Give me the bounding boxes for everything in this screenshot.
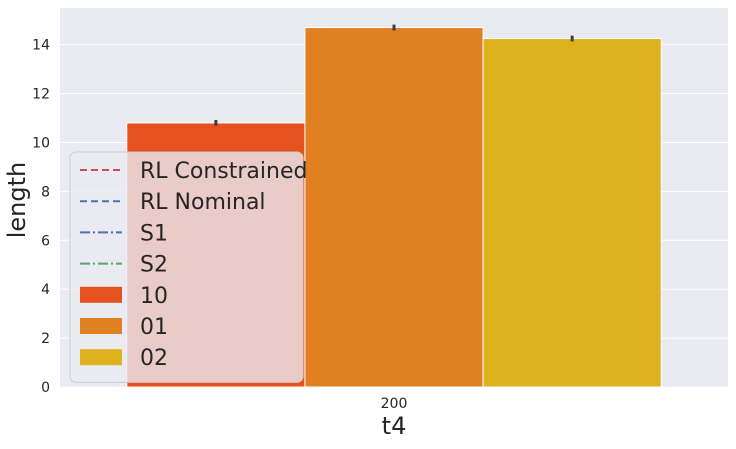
legend-color-swatch <box>80 286 122 303</box>
y-tick-label: 8 <box>41 184 50 200</box>
y-tick-label: 6 <box>41 233 50 249</box>
x-axis-label: t4 <box>382 412 407 440</box>
legend-label: 02 <box>140 346 168 371</box>
x-tick-label: 200 <box>381 396 408 412</box>
y-tick-label: 14 <box>32 38 50 54</box>
legend-label: 10 <box>140 284 168 309</box>
bar <box>304 27 484 388</box>
error-bars <box>214 24 574 126</box>
legend-label: 01 <box>140 315 168 340</box>
legend-box <box>69 151 304 383</box>
legend-label: RL Constrained <box>140 159 307 184</box>
y-axis-label: length <box>3 162 31 239</box>
legend-color-swatch <box>80 349 122 366</box>
bar <box>482 38 662 388</box>
x-tick-labels: 200 <box>381 396 408 412</box>
y-tick-label: 0 <box>41 380 50 396</box>
y-tick-label: 2 <box>41 331 50 347</box>
legend-label: RL Nominal <box>140 190 266 215</box>
y-tick-label: 10 <box>32 135 50 151</box>
legend-color-swatch <box>80 318 122 334</box>
legend: RL Constrained RL Nominal S1 S2 10 01 02 <box>69 151 307 383</box>
y-tick-label: 12 <box>32 87 50 103</box>
y-tick-label: 4 <box>41 282 50 298</box>
legend-label: S1 <box>140 221 168 246</box>
y-tick-labels: 0 2 4 6 8 10 12 14 <box>32 38 50 396</box>
legend-label: S2 <box>140 253 168 278</box>
